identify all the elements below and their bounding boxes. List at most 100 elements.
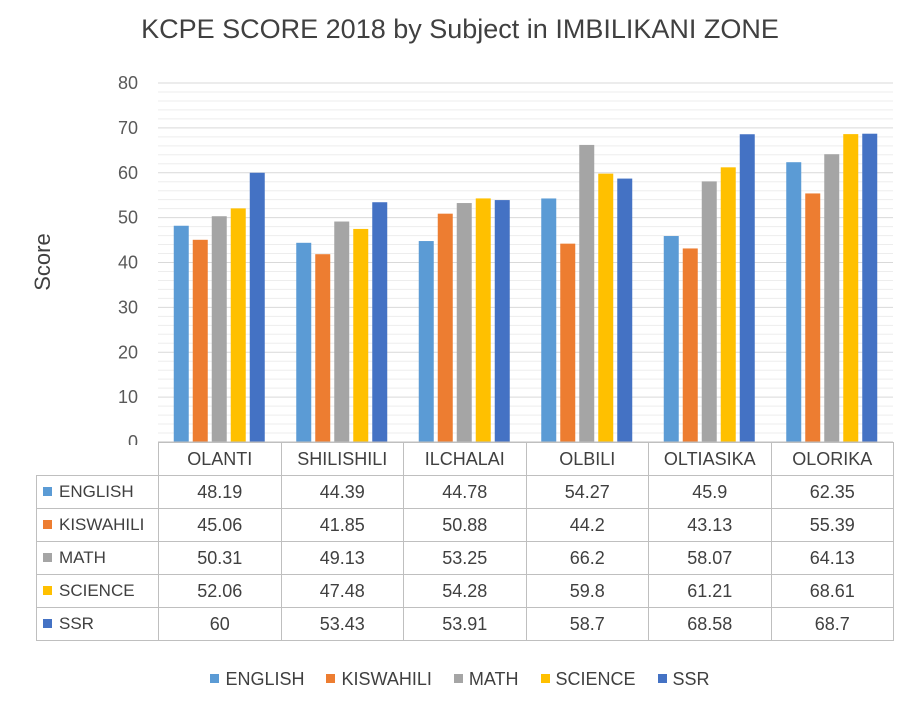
- legend-label: ENGLISH: [225, 669, 305, 689]
- bar: [805, 193, 821, 442]
- series-label: SSR: [36, 607, 159, 641]
- series-swatch-icon: [43, 553, 52, 563]
- category-label: OLANTI: [158, 442, 282, 476]
- data-value: 68.58: [648, 607, 772, 641]
- category-label: OLORIKA: [770, 442, 894, 476]
- data-value: 61.21: [648, 574, 772, 608]
- bar: [682, 248, 698, 442]
- table-header-row: OLANTI SHILISHILI ILCHALAI OLBILI OLTIASIKA O…: [36, 442, 894, 476]
- bar: [739, 134, 755, 442]
- legend-swatch-icon: [453, 674, 463, 683]
- bar: [456, 203, 472, 442]
- series-label: KISWAHILI: [36, 508, 159, 542]
- bar: [475, 198, 491, 442]
- data-value: 41.85: [280, 508, 404, 542]
- data-value: 48.19: [158, 475, 282, 509]
- series-swatch-icon: [43, 487, 52, 497]
- data-value: 60: [158, 607, 282, 641]
- legend-swatch-icon: [210, 674, 220, 683]
- chart-legend: ENGLISH KISWAHILI MATH SCIENCE SSR: [0, 669, 920, 690]
- y-tick-label: 40: [118, 253, 138, 273]
- bar: [720, 167, 736, 442]
- legend-label: SCIENCE: [555, 669, 636, 689]
- bar: [192, 239, 208, 442]
- category-label: OLTIASIKA: [648, 442, 772, 476]
- table-row: ENGLISH 48.19 44.39 44.78 54.27 45.9 62.35: [36, 475, 894, 509]
- table-corner: [36, 442, 159, 476]
- chart-title: KCPE SCORE 2018 by Subject in IMBILIKANI…: [141, 14, 779, 44]
- bar: [579, 144, 595, 443]
- data-value: 44.39: [280, 475, 404, 509]
- bar-chart-plot: 0 10 20 30 40 50 60 70 80: [118, 73, 893, 445]
- data-value: 62.35: [770, 475, 894, 509]
- category-label: SHILISHILI: [280, 442, 404, 476]
- bar: [437, 213, 453, 442]
- y-tick-label: 30: [118, 297, 138, 317]
- series-swatch-icon: [43, 619, 52, 629]
- bar: [249, 172, 265, 442]
- bar: [541, 198, 557, 442]
- legend-label: KISWAHILI: [341, 669, 432, 689]
- bar: [786, 162, 802, 442]
- data-value: 54.28: [403, 574, 527, 608]
- data-value: 44.78: [403, 475, 527, 509]
- legend-item: SCIENCE: [540, 669, 636, 690]
- bar: [598, 173, 614, 442]
- table-row: SSR 60 53.43 53.91 58.7 68.58 68.7: [36, 607, 894, 641]
- data-value: 53.91: [403, 607, 527, 641]
- data-value: 49.13: [280, 541, 404, 575]
- bar: [494, 200, 510, 442]
- data-value: 50.88: [403, 508, 527, 542]
- data-value: 59.8: [525, 574, 649, 608]
- y-tick-label: 0: [128, 432, 138, 445]
- series-swatch-icon: [43, 520, 52, 530]
- legend-swatch-icon: [326, 674, 336, 683]
- data-value: 53.43: [280, 607, 404, 641]
- legend-item: SSR: [657, 669, 710, 690]
- legend-swatch-icon: [657, 674, 667, 683]
- data-value: 45.9: [648, 475, 772, 509]
- series-label: MATH: [36, 541, 159, 575]
- y-tick-label: 10: [118, 387, 138, 407]
- category-label: ILCHALAI: [403, 442, 527, 476]
- bar: [617, 178, 633, 443]
- y-tick-label: 60: [118, 163, 138, 183]
- bar: [230, 208, 246, 442]
- data-value: 53.25: [403, 541, 527, 575]
- bar: [334, 221, 350, 442]
- y-tick-label: 20: [118, 342, 138, 362]
- data-value: 68.61: [770, 574, 894, 608]
- legend-swatch-icon: [540, 674, 550, 683]
- bar: [372, 202, 388, 442]
- series-label: ENGLISH: [36, 475, 159, 509]
- data-value: 64.13: [770, 541, 894, 575]
- series-swatch-icon: [43, 586, 52, 596]
- data-value: 66.2: [525, 541, 649, 575]
- data-value: 44.2: [525, 508, 649, 542]
- bar: [663, 236, 679, 442]
- bar: [824, 154, 840, 443]
- bar: [296, 242, 312, 442]
- bar: [173, 225, 189, 442]
- data-value: 47.48: [280, 574, 404, 608]
- data-value: 45.06: [158, 508, 282, 542]
- bar: [211, 216, 227, 442]
- y-tick-label: 80: [118, 73, 138, 93]
- bar: [353, 228, 369, 442]
- data-value: 58.07: [648, 541, 772, 575]
- bar: [701, 181, 717, 442]
- data-value: 50.31: [158, 541, 282, 575]
- table-row: MATH 50.31 49.13 53.25 66.2 58.07 64.13: [36, 541, 894, 575]
- data-value: 43.13: [648, 508, 772, 542]
- legend-item: ENGLISH: [210, 669, 304, 690]
- bar: [843, 134, 859, 443]
- bar: [418, 241, 434, 442]
- category-label: OLBILI: [525, 442, 649, 476]
- bar: [862, 133, 878, 443]
- data-value: 68.7: [770, 607, 894, 641]
- series-label: SCIENCE: [36, 574, 159, 608]
- legend-item: MATH: [453, 669, 519, 690]
- data-value: 58.7: [525, 607, 649, 641]
- y-tick-label: 50: [118, 208, 138, 228]
- table-row: KISWAHILI 45.06 41.85 50.88 44.2 43.13 55.39: [36, 508, 894, 542]
